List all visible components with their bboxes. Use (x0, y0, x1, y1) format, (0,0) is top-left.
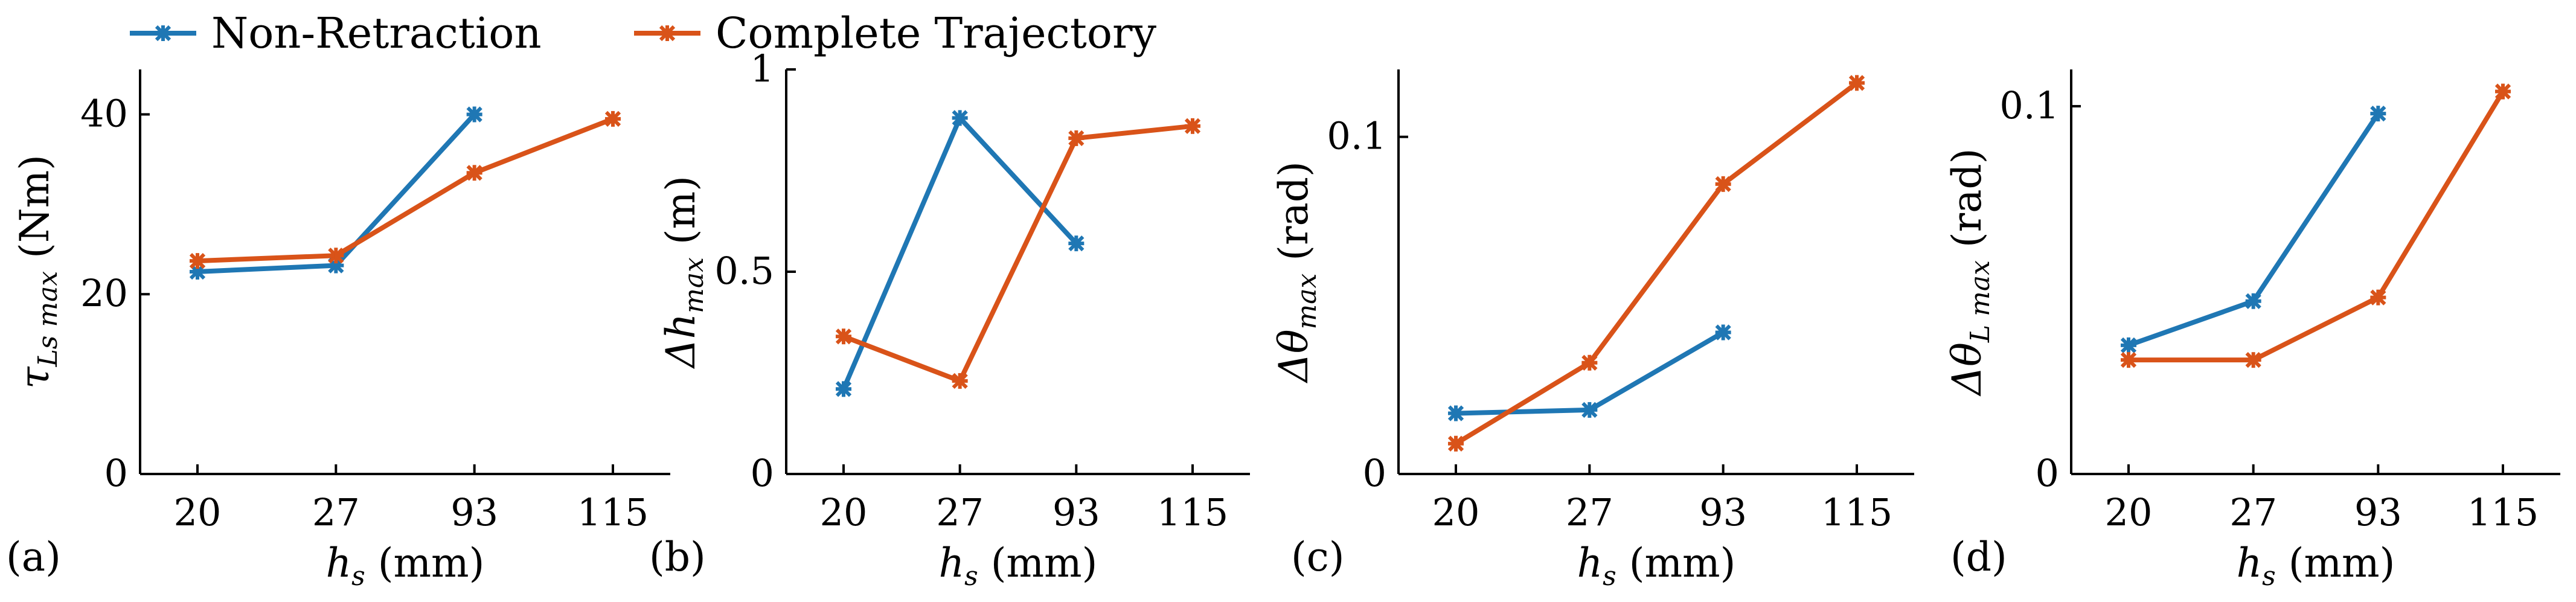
data-point-complete-trajectory (466, 165, 482, 181)
data-point-non-retraction (466, 106, 482, 123)
series-line-non-retraction (1455, 330, 1725, 416)
data-point-non-retraction (1068, 235, 1085, 252)
data-point-non-retraction (1715, 324, 1731, 341)
x-tick-label: 93 (2354, 490, 2402, 534)
x-tick-label: 115 (1821, 490, 1892, 534)
legend: Non-Retraction Complete Trajectory (130, 8, 1156, 58)
legend-label: Non-Retraction (211, 8, 542, 58)
y-tick-label: 0 (104, 451, 128, 495)
y-tick-label: 0.5 (714, 249, 774, 293)
data-point-complete-trajectory (2370, 289, 2386, 306)
data-point-complete-trajectory (1184, 118, 1201, 134)
x-tick-label: 93 (1053, 490, 1100, 534)
data-point-complete-trajectory (1715, 176, 1731, 192)
data-point-non-retraction (1581, 402, 1598, 418)
data-point-non-retraction (2245, 293, 2261, 309)
legend-swatch-marker (659, 25, 676, 42)
y-tick-label: 0 (2036, 451, 2059, 495)
data-point-non-retraction (952, 110, 968, 126)
x-axis-label: hs (mm) (1577, 540, 1736, 592)
series-complete-trajectory (189, 110, 621, 269)
x-axis-label: hs (mm) (2237, 540, 2395, 592)
data-point-non-retraction (835, 381, 852, 397)
data-point-complete-trajectory (189, 253, 206, 269)
data-point-complete-trajectory (2120, 352, 2137, 368)
data-point-non-retraction (2370, 105, 2386, 122)
x-tick-label: 27 (312, 490, 360, 534)
data-point-complete-trajectory (328, 248, 344, 264)
data-point-complete-trajectory (2245, 352, 2261, 368)
panel-label: (b) (649, 534, 706, 580)
y-tick-label: 1 (751, 46, 774, 91)
series-non-retraction (835, 110, 1085, 397)
y-tick-label: 20 (80, 271, 128, 315)
series-line-complete-trajectory (1454, 81, 1859, 446)
x-tick-label: 93 (1699, 490, 1747, 534)
y-tick-label: 0 (751, 451, 774, 495)
panel-b: 0 0.5 1 20 27 93 115 hs (mm) Δhmax (m) (b) (649, 46, 1250, 592)
legend-swatch-marker (155, 25, 171, 42)
y-tick-label: 0.1 (1999, 83, 2059, 127)
series-non-retraction (2120, 105, 2386, 353)
x-tick-label: 93 (450, 490, 498, 534)
panel-d: 0 0.1 20 27 93 115 hs (mm) ΔθL max (rad) (d) (1944, 69, 2560, 592)
legend-item-non-retraction: Non-Retraction (130, 8, 542, 58)
x-axis-label: hs (mm) (939, 540, 1098, 592)
data-point-complete-trajectory (952, 373, 968, 389)
panel-a: 0 20 40 20 27 93 115 hs (mm) τLs max (Nm) (a) (6, 69, 670, 592)
y-axis-label: Δhmax (m) (658, 176, 710, 370)
x-tick-label: 27 (2229, 490, 2277, 534)
x-tick-label: 20 (1432, 490, 1480, 534)
panel-c: 0 0.1 20 27 93 115 hs (mm) Δθmax (rad) (c) (1270, 69, 1914, 592)
x-tick-label: 115 (577, 490, 649, 534)
series-line-complete-trajectory (842, 123, 1193, 383)
x-tick-label: 27 (1566, 490, 1613, 534)
y-axis-label: τLs max (Nm) (11, 155, 63, 389)
x-axis-label: hs (mm) (326, 540, 485, 592)
data-point-complete-trajectory (2494, 83, 2511, 100)
x-tick-label: 20 (174, 490, 222, 534)
y-tick-label: 40 (80, 91, 128, 135)
series-complete-trajectory (835, 118, 1201, 389)
x-tick-label: 20 (820, 490, 868, 534)
series-non-retraction (1447, 324, 1731, 421)
data-point-complete-trajectory (1068, 130, 1085, 147)
y-axis-label: Δθmax (rad) (1270, 161, 1322, 384)
x-tick-label: 27 (936, 490, 984, 534)
legend-label: Complete Trajectory (716, 8, 1156, 58)
y-tick-label: 0.1 (1327, 114, 1386, 158)
panel-label: (d) (1950, 534, 2007, 580)
panel-label: (a) (6, 534, 61, 580)
series-complete-trajectory (1447, 75, 1865, 452)
data-point-non-retraction (1447, 405, 1464, 421)
y-tick-label: 0 (1363, 451, 1386, 495)
panel-label: (c) (1291, 534, 1344, 580)
series-line-complete-trajectory (2129, 90, 2505, 363)
data-point-complete-trajectory (604, 110, 621, 127)
x-tick-label: 115 (2467, 490, 2539, 534)
data-point-complete-trajectory (1447, 435, 1464, 452)
x-tick-label: 20 (2105, 490, 2153, 534)
x-tick-label: 115 (1157, 490, 1228, 534)
series-complete-trajectory (2120, 83, 2511, 368)
data-point-non-retraction (2120, 337, 2137, 353)
y-axis-label: ΔθL max (rad) (1944, 148, 1996, 397)
legend-item-complete-trajectory: Complete Trajectory (634, 8, 1156, 58)
series-line-complete-trajectory (197, 117, 614, 264)
series-line-non-retraction (2127, 112, 2380, 348)
data-point-complete-trajectory (1581, 354, 1598, 371)
data-point-complete-trajectory (835, 328, 852, 345)
data-point-complete-trajectory (1848, 75, 1865, 91)
